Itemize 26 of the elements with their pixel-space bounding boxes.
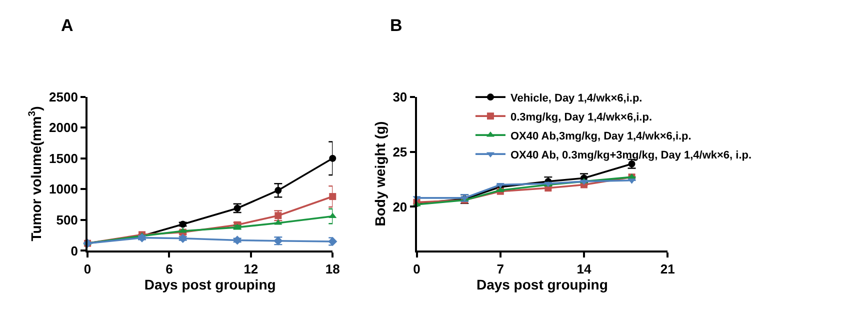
x-tick-label: 0 xyxy=(413,261,420,276)
y-tick-label: 1000 xyxy=(49,182,78,197)
y-tick-label: 30 xyxy=(392,89,408,104)
x-tick-label: 12 xyxy=(244,261,258,276)
x-tick-label: 14 xyxy=(576,261,592,276)
legend-label: OX40 Ab,3mg/kg, Day 1,4/wk×6,i.p. xyxy=(510,130,692,142)
legend-label: 0.3mg/kg, Day 1,4/wk×6,i.p. xyxy=(510,111,652,124)
x-tick-label: 7 xyxy=(496,261,504,276)
x-tick-label: 18 xyxy=(325,261,340,276)
y-tick-label: 2500 xyxy=(49,89,78,104)
y-tick-label: 1500 xyxy=(49,150,78,166)
y-axis-title: Body weight (g) xyxy=(372,121,388,226)
x-axis-title: Days post grouping xyxy=(144,276,276,292)
x-tick-label: 0 xyxy=(84,261,92,276)
chart-title: B xyxy=(390,16,402,35)
x-tick-label: 21 xyxy=(660,261,675,276)
legend-label: Vehicle, Day 1,4/wk×6,i.p. xyxy=(510,92,642,104)
chart-title: A xyxy=(61,16,74,35)
y-tick-label: 25 xyxy=(392,144,408,160)
legend-label: OX40 Ab, 0.3mg/kg+3mg/kg, Day 1,4/wk×6, i.p. xyxy=(510,149,752,162)
x-tick-label: 6 xyxy=(166,261,173,276)
y-tick-label: 2000 xyxy=(49,120,78,136)
y-tick-label: 20 xyxy=(392,199,408,214)
y-tick-label: 0 xyxy=(70,243,78,258)
x-axis-title: Days post grouping xyxy=(476,276,608,292)
y-tick-label: 500 xyxy=(56,212,78,228)
